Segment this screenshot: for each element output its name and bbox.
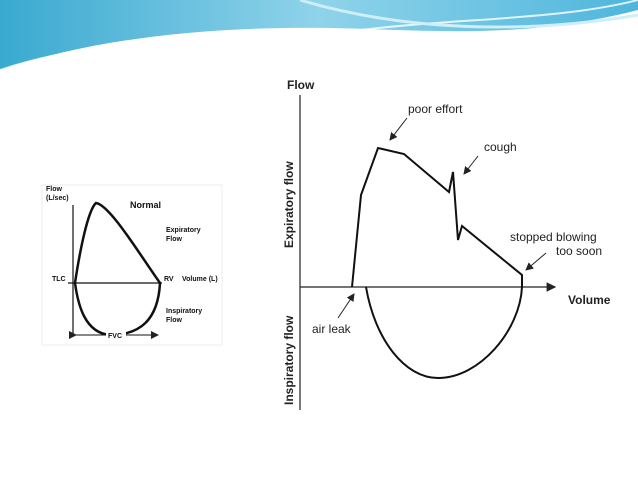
label: Flow <box>166 236 182 243</box>
wave-line <box>299 0 638 29</box>
label: TLC <box>52 276 66 283</box>
y-axis-title: Flow <box>287 78 315 92</box>
label: Inspiratory <box>166 308 202 315</box>
left-figure: Flow (L/sec) Normal Expiratory Flow TLC … <box>41 184 223 346</box>
annotation: too soon <box>556 244 602 258</box>
annotation: stopped blowing <box>510 230 597 244</box>
figure-box <box>255 72 625 430</box>
annotation: cough <box>484 140 517 154</box>
arrow <box>337 293 355 319</box>
label: RV <box>164 276 174 283</box>
x-axis-title: Volume <box>568 293 611 307</box>
figure-box <box>41 184 223 346</box>
fvc-bg <box>106 331 126 340</box>
axis-label: Inspiratory flow <box>282 315 296 405</box>
wave-line <box>0 0 638 71</box>
arrow <box>389 117 408 141</box>
annotation: air leak <box>312 322 352 336</box>
axis-label: Expiratory flow <box>282 161 296 248</box>
label: Expiratory <box>166 227 201 234</box>
normal-loop <box>73 201 162 337</box>
label: Flow <box>166 317 182 324</box>
label: Volume (L) <box>182 276 218 283</box>
label: (L/sec) <box>46 195 69 202</box>
arrow <box>463 155 479 175</box>
inspiratory-curve <box>365 286 523 380</box>
annotation: poor effort <box>408 102 463 116</box>
right-figure: Flow Expiratory flow Inspiratory flow Vo… <box>255 72 625 430</box>
expiratory-curve <box>351 146 523 288</box>
label: Flow <box>46 186 62 193</box>
title: Normal <box>130 200 161 210</box>
label: FVC <box>108 333 122 340</box>
arrow <box>525 252 547 271</box>
header-wave <box>0 0 638 70</box>
